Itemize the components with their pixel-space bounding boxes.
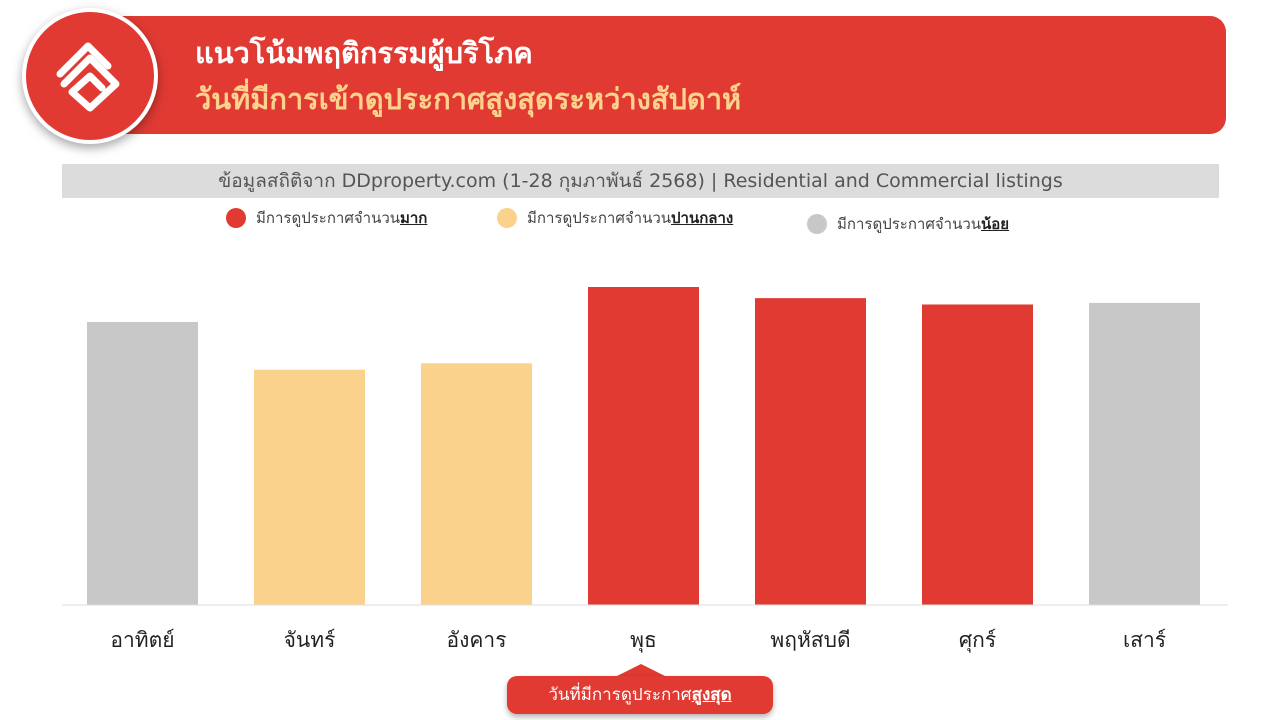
x-tick-label-1: จันทร์ [284,628,336,652]
x-tick-label-4: พฤหัสบดี [770,628,850,652]
bar-2 [421,363,532,605]
legend-item-low: มีการดูประกาศจำนวน น้อย [807,212,1009,236]
page-title: แนวโน้มพฤติกรรมผู้บริโภค [195,36,533,70]
legend-dot-low [807,214,827,234]
bar-3 [588,287,699,605]
callout-emphasis: สูงสุด [691,685,732,705]
legend-label-low: มีการดูประกาศจำนวน [837,215,981,233]
header-banner [60,16,1226,134]
legend-item-medium: มีการดูประกาศจำนวน ปานกลาง [497,206,733,230]
x-tick-label-3: พุธ [630,628,657,653]
bar-6 [1089,302,1200,605]
legend-emphasis-low: น้อย [981,215,1010,233]
peak-day-callout: วันที่มีการดูประกาศสูงสุด [507,676,773,714]
legend-emphasis-medium: ปานกลาง [671,209,734,227]
page-subtitle: วันที่มีการเข้าดูประกาศสูงสุดระหว่างสัปด… [195,82,742,116]
legend-label-high: มีการดูประกาศจำนวน [256,209,400,227]
source-note: ข้อมูลสถิติจาก DDproperty.com (1-28 กุมภ… [62,164,1219,198]
legend-emphasis-high: มาก [400,209,428,227]
house-roof-logo-icon [56,42,120,112]
x-tick-label-2: อังคาร [447,628,507,652]
callout-label: วันที่มีการดูประกาศ [548,685,692,705]
x-tick-label-0: อาทิตย์ [110,628,174,652]
bar-0 [87,321,198,605]
callout-pointer [615,664,667,677]
legend-dot-medium [497,208,517,228]
logo-badge [22,8,158,144]
legend-item-high: มีการดูประกาศจำนวน มาก [226,206,427,230]
bar-4 [755,298,866,605]
legend-label-medium: มีการดูประกาศจำนวน [527,209,671,227]
bar-5 [922,304,1033,605]
legend-dot-high [226,208,246,228]
x-tick-label-6: เสาร์ [1123,628,1166,652]
x-tick-label-5: ศุกร์ [959,628,996,653]
bar-1 [254,369,365,605]
